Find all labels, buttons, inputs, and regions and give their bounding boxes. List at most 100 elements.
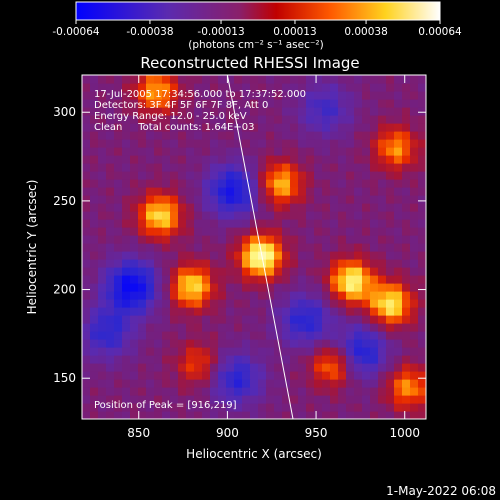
heatmap-cell [258,123,267,132]
heatmap-cell [226,83,235,92]
heatmap-cell [274,163,283,172]
heatmap-cell [90,331,99,340]
heatmap-cell [418,243,426,252]
heatmap-cell [210,195,219,204]
heatmap-cell [330,347,339,356]
heatmap-cell [346,115,355,124]
heatmap-cell [82,347,91,356]
heatmap-cell [210,291,219,300]
heatmap-cell [170,179,179,188]
heatmap-cell [418,99,426,108]
heatmap-cell [330,371,339,380]
heatmap-cell [370,363,379,372]
heatmap-cell [234,163,243,172]
heatmap-cell [242,99,251,108]
heatmap-cell [226,75,235,84]
heatmap-cell [306,179,315,188]
heatmap-cell [186,283,195,292]
heatmap-cell [282,123,291,132]
heatmap-cell [290,411,299,419]
heatmap-cell [330,147,339,156]
heatmap-cell [298,299,307,308]
heatmap-cell [98,275,107,284]
heatmap-cell [370,371,379,380]
heatmap-cell [218,371,227,380]
heatmap-cell [322,187,331,196]
heatmap-cell [210,123,219,132]
heatmap-cell [82,363,91,372]
heatmap-cell [226,307,235,316]
heatmap-cell [162,411,171,419]
heatmap-cell [250,163,259,172]
heatmap-cell [210,267,219,276]
heatmap-cell [314,107,323,116]
heatmap-cell [194,147,203,156]
heatmap-cell [290,115,299,124]
heatmap-cell [402,395,411,404]
heatmap-cell [314,83,323,92]
heatmap-cell [130,227,139,236]
heatmap-cell [106,147,115,156]
heatmap-cell [306,291,315,300]
heatmap-cell [122,219,131,228]
heatmap-cell [146,131,155,140]
heatmap-cell [162,355,171,364]
heatmap-cell [410,91,419,100]
heatmap-cell [122,259,131,268]
heatmap-cell [218,75,227,84]
heatmap-cell [290,347,299,356]
heatmap-cell [90,283,99,292]
heatmap-cell [386,171,395,180]
heatmap-cell [202,91,211,100]
y-tick-label: 300 [53,105,76,119]
heatmap-cell [370,355,379,364]
heatmap-cell [394,363,403,372]
heatmap-cell [298,283,307,292]
heatmap-cell [282,115,291,124]
heatmap-cell [378,171,387,180]
heatmap-cell [82,251,91,260]
heatmap-cell [282,107,291,116]
heatmap-cell [138,203,147,212]
heatmap-cell [178,411,187,419]
heatmap-cell [410,339,419,348]
heatmap-cell [298,251,307,260]
heatmap-cell [306,171,315,180]
heatmap-cell [154,307,163,316]
heatmap-cell [170,219,179,228]
heatmap-cell [386,299,395,308]
heatmap-cell [314,299,323,308]
heatmap-cell [402,131,411,140]
heatmap-cell [290,235,299,244]
heatmap-cell [386,147,395,156]
heatmap-cell [130,355,139,364]
heatmap-cell [274,275,283,284]
heatmap-cell [170,123,179,132]
heatmap-cell [258,339,267,348]
heatmap-cell [242,147,251,156]
heatmap-cell [202,299,211,308]
heatmap-cell [234,155,243,164]
heatmap-cell [314,195,323,204]
heatmap-cell [394,179,403,188]
heatmap-cell [114,179,123,188]
heatmap-cell [370,219,379,228]
heatmap-cell [298,259,307,268]
heatmap-cell [146,315,155,324]
heatmap-cell [218,395,227,404]
heatmap-cell [290,195,299,204]
heatmap-cell [114,363,123,372]
heatmap-image [82,75,426,419]
heatmap-cell [410,371,419,380]
heatmap-cell [402,203,411,212]
heatmap-cell [346,331,355,340]
heatmap-cell [330,259,339,268]
heatmap-cell [138,75,147,84]
heatmap-cell [194,211,203,220]
heatmap-cell [186,387,195,396]
heatmap-cell [82,179,91,188]
heatmap-cell [130,179,139,188]
heatmap-cell [298,179,307,188]
heatmap-cell [258,171,267,180]
heatmap-cell [314,363,323,372]
